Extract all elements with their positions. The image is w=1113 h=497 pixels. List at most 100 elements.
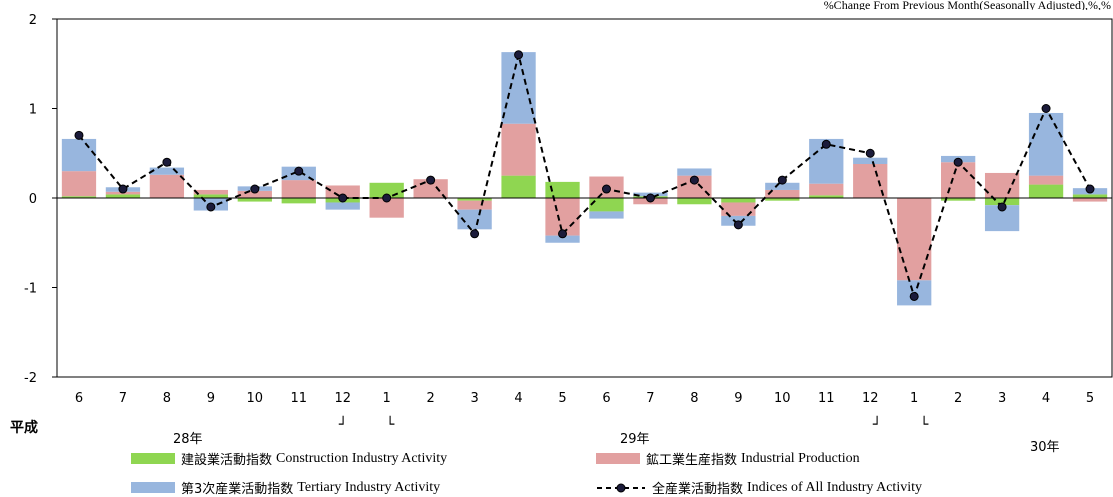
legend-swatch-construction [131, 453, 175, 464]
bar-industrial [457, 200, 492, 210]
bar-tertiary [325, 202, 360, 210]
all-industry-point [558, 229, 568, 239]
bar-construction [61, 196, 97, 198]
bar-industrial [897, 198, 932, 281]
bars-layer [61, 52, 1108, 306]
bar-tertiary [853, 157, 888, 164]
bar-construction [677, 198, 712, 205]
legend-industrial-jp: 鉱工業生産指数 [646, 453, 738, 468]
bar-industrial [984, 172, 1020, 198]
legend-tertiary-en: Tertiary Industry Activity [297, 479, 441, 495]
bar-construction [105, 194, 141, 198]
bar-construction [941, 198, 976, 201]
bar-tertiary [545, 235, 580, 243]
x-tick-label: 2 [954, 391, 962, 406]
bar-construction [281, 198, 316, 204]
x-tick-label: 3 [470, 391, 478, 406]
all-industry-point [645, 193, 655, 203]
x-tick-label: 3 [998, 391, 1006, 406]
all-industry-point [250, 184, 260, 194]
all-industry-point [777, 175, 787, 185]
bar-tertiary [149, 167, 185, 175]
bar-construction [545, 181, 580, 198]
y-tick-label: 2 [29, 13, 37, 28]
bar-industrial [369, 198, 404, 218]
x-tick-label: 10 [247, 391, 264, 406]
x-tick-label: 7 [119, 391, 127, 406]
bar-construction [809, 195, 844, 198]
legend-industrial: 鉱工業生産指数 Industrial Production [596, 449, 860, 468]
legend-swatch-industrial [596, 453, 640, 464]
all-industry-point [426, 175, 436, 185]
year-bracket-start: └ [920, 417, 929, 433]
y-tick-label: -1 [24, 282, 37, 297]
bar-industrial [281, 180, 316, 198]
bar-construction [237, 198, 272, 202]
x-tick-label: 2 [427, 391, 435, 406]
all-industry-point [470, 229, 480, 239]
x-tick-label: 5 [1086, 391, 1094, 406]
x-tick-label: 9 [734, 391, 742, 406]
all-industry-point [206, 202, 216, 212]
legend-construction-en: Construction Industry Activity [276, 450, 448, 466]
legend-industrial-en: Industrial Production [741, 450, 860, 466]
unit-note: %Change From Previous Month(Seasonally A… [823, 0, 1111, 10]
year-label-30: 30年 [1030, 440, 1060, 455]
bar-industrial [677, 175, 712, 198]
era-label: 平成 [10, 420, 38, 436]
x-tick-label: 1 [383, 391, 391, 406]
x-tick-label: 9 [207, 391, 215, 406]
year-label-29: 29年 [620, 432, 650, 447]
bar-construction [721, 198, 756, 203]
all-industry-point [865, 148, 875, 158]
bar-tertiary [457, 209, 492, 230]
bar-tertiary [61, 138, 97, 172]
bar-tertiary [589, 211, 624, 219]
year-bracket-end: ┘ [873, 417, 882, 433]
y-tick-label: 0 [29, 192, 37, 207]
bar-industrial [721, 202, 756, 216]
x-tick-label: 11 [290, 391, 307, 406]
all-industry-point [1041, 104, 1051, 113]
axes-layer [52, 18, 1113, 378]
y-tick-label: -2 [24, 371, 37, 386]
bar-construction [589, 198, 624, 212]
all-industry-point [909, 291, 919, 301]
x-tick-label: 12 [334, 391, 351, 406]
x-tick-label: 6 [75, 391, 83, 406]
x-tick-label: 7 [646, 391, 654, 406]
all-industry-point [689, 175, 699, 185]
x-tick-label: 6 [602, 391, 610, 406]
bar-industrial [809, 183, 844, 196]
x-tick-label: 11 [818, 391, 835, 406]
x-tick-label: 1 [910, 391, 918, 406]
all-industry-point [118, 184, 128, 194]
legend-construction: 建設業活動指数 Construction Industry Activity [131, 449, 447, 468]
all-industry-point [1085, 184, 1095, 194]
y-tick-label: 1 [29, 103, 37, 118]
bar-construction [765, 198, 800, 201]
bar-construction [193, 194, 228, 198]
x-tick-label: 4 [514, 391, 522, 406]
all-industry-point [294, 166, 304, 176]
x-tick-label: 8 [163, 391, 171, 406]
bar-construction [984, 198, 1020, 206]
bar-tertiary [765, 182, 800, 190]
bar-tertiary [501, 52, 536, 124]
x-tick-label: 12 [862, 391, 879, 406]
bar-industrial [1072, 198, 1108, 202]
all-industry-point [382, 193, 392, 203]
bar-industrial [1028, 175, 1064, 185]
all-industry-point [514, 50, 524, 60]
x-tick-label: 10 [774, 391, 791, 406]
x-tick-label: 4 [1042, 391, 1050, 406]
bar-tertiary [677, 168, 712, 176]
year-label-28: 28年 [173, 432, 203, 447]
legend-all: 全産業活動指数 Indices of All Industry Activity [596, 478, 922, 497]
legend-swatch-tertiary [131, 482, 175, 493]
all-industry-line [78, 54, 1091, 300]
bar-industrial [325, 185, 360, 198]
legend-swatch-all-line [597, 483, 645, 492]
all-industry-point [821, 139, 831, 149]
